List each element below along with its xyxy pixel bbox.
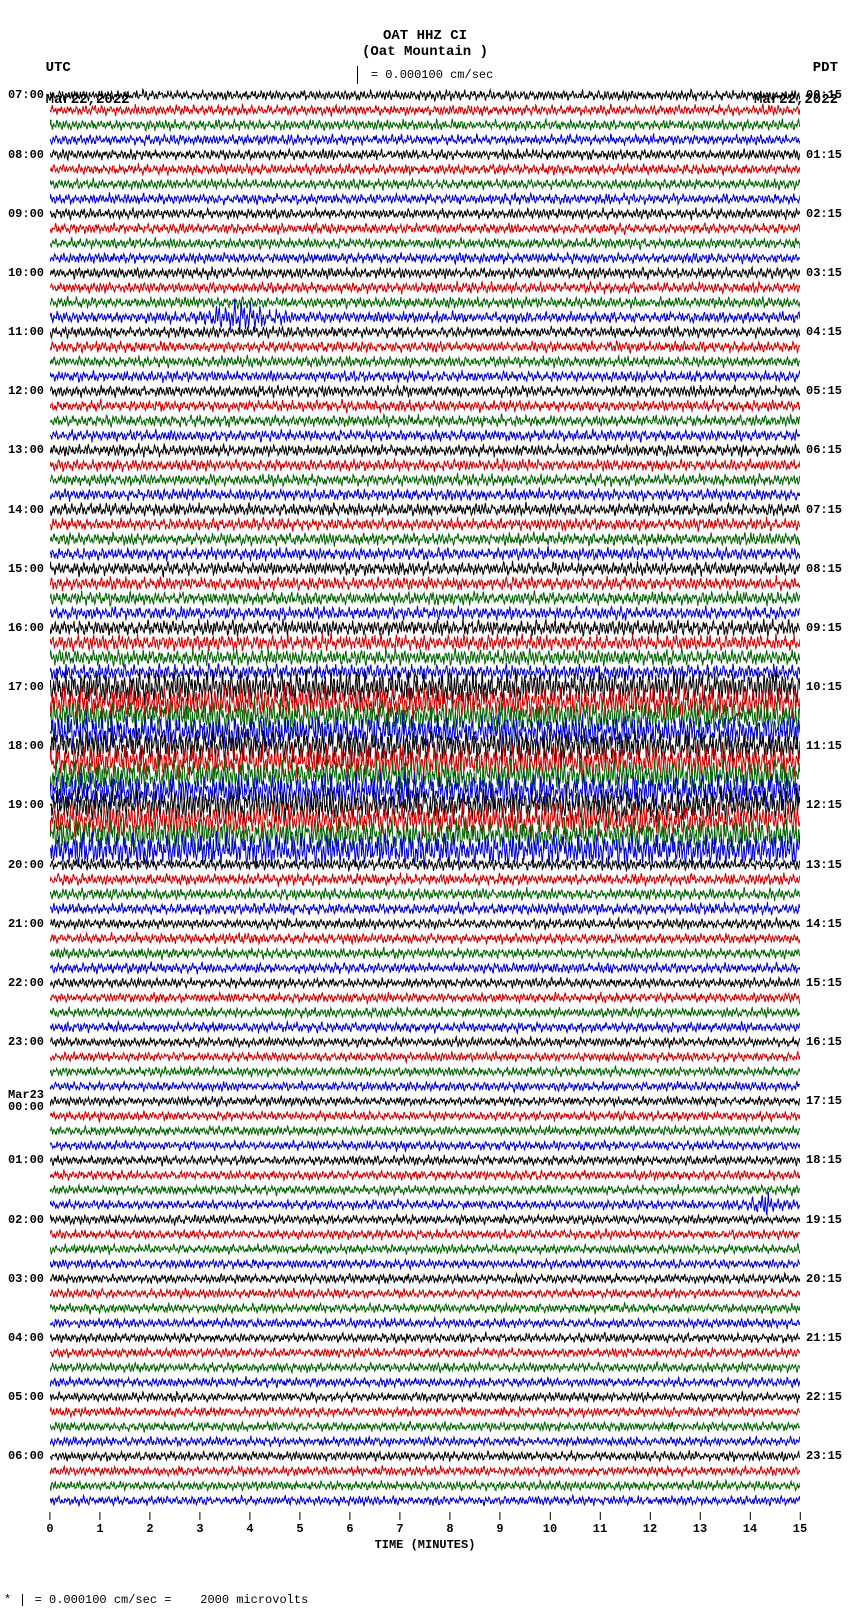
right-time-label: 15:15	[802, 977, 850, 989]
right-time-label: 16:15	[802, 1036, 850, 1048]
x-tick: 10	[543, 1512, 557, 1536]
right-time-label: 22:15	[802, 1391, 850, 1403]
footer-eq: =	[35, 1593, 42, 1607]
x-tick: 8	[446, 1512, 453, 1536]
left-time-label: 05:00	[0, 1391, 48, 1403]
helicorder-svg	[50, 88, 800, 1508]
footer-scale-bar-icon	[22, 1594, 23, 1606]
footer-scale: * = 0.000100 cm/sec = 2000 microvolts	[4, 1593, 308, 1607]
left-time-labels: 07:00 08:00 09:00 10:00 11:00 12:00 13:00 14:00…	[0, 88, 48, 1508]
x-tick: 15	[793, 1512, 807, 1536]
left-time-label: 19:00	[0, 799, 48, 811]
right-time-label: 01:15	[802, 149, 850, 161]
station-code: OAT HHZ CI	[0, 28, 850, 44]
right-time-labels: 00:15 01:15 02:15 03:15 04:15 05:15 06:15 07:15…	[802, 88, 850, 1508]
x-tick: 11	[593, 1512, 607, 1536]
left-time-label: 12:00	[0, 385, 48, 397]
right-time-label: 04:15	[802, 326, 850, 338]
left-time-label: 22:00	[0, 977, 48, 989]
right-time-label: 20:15	[802, 1273, 850, 1285]
left-time-label: 06:00	[0, 1450, 48, 1462]
right-time-label: 13:15	[802, 859, 850, 871]
left-time-label: 20:00	[0, 859, 48, 871]
left-time-label: 03:00	[0, 1273, 48, 1285]
scale-bar-icon	[357, 66, 358, 84]
x-tick: 7	[396, 1512, 403, 1536]
right-time-label: 19:15	[802, 1214, 850, 1226]
right-time-label: 23:15	[802, 1450, 850, 1462]
left-time-label: 08:00	[0, 149, 48, 161]
x-tick: 2	[146, 1512, 153, 1536]
footer-scale-value: 0.000100 cm/sec =	[49, 1593, 171, 1607]
x-tick: 9	[496, 1512, 503, 1536]
footer-microvolts: 2000 microvolts	[200, 1593, 308, 1607]
x-tick: 6	[346, 1512, 353, 1536]
left-time-label: 13:00	[0, 444, 48, 456]
right-time-label: 08:15	[802, 563, 850, 575]
left-time-label: 18:00	[0, 740, 48, 752]
x-tick: 4	[246, 1512, 253, 1536]
right-time-label: 09:15	[802, 622, 850, 634]
right-time-label: 14:15	[802, 918, 850, 930]
x-tick: 13	[693, 1512, 707, 1536]
right-time-label: 17:15	[802, 1095, 850, 1107]
scale-text: = 0.000100 cm/sec	[371, 68, 493, 82]
left-time-label: 02:00	[0, 1214, 48, 1226]
x-tick: 14	[743, 1512, 757, 1536]
right-time-label: 11:15	[802, 740, 850, 752]
right-time-label: 21:15	[802, 1332, 850, 1344]
x-tick: 5	[296, 1512, 303, 1536]
x-axis: TIME (MINUTES) 0123456789101112131415	[50, 1512, 800, 1552]
x-tick: 0	[46, 1512, 53, 1536]
right-time-label: 10:15	[802, 681, 850, 693]
footer-asterisk: *	[4, 1593, 11, 1607]
right-time-label: 07:15	[802, 504, 850, 516]
left-time-label: 11:00	[0, 326, 48, 338]
left-time-label: 15:00	[0, 563, 48, 575]
left-time-label: 07:00	[0, 89, 48, 101]
right-time-label: 05:15	[802, 385, 850, 397]
local-label: PDT	[813, 60, 838, 76]
left-time-label: 10:00	[0, 267, 48, 279]
left-time-label: 04:00	[0, 1332, 48, 1344]
left-time-label: 01:00	[0, 1154, 48, 1166]
left-time-label: 14:00	[0, 504, 48, 516]
left-time-label: 09:00	[0, 208, 48, 220]
right-time-label: 03:15	[802, 267, 850, 279]
utc-label: UTC	[46, 60, 71, 76]
x-axis-title: TIME (MINUTES)	[50, 1538, 800, 1552]
right-time-label: 18:15	[802, 1154, 850, 1166]
x-tick: 3	[196, 1512, 203, 1536]
right-time-label: 06:15	[802, 444, 850, 456]
helicorder-plot	[50, 88, 800, 1508]
right-time-label: 00:15	[802, 89, 850, 101]
left-time-label: 17:00	[0, 681, 48, 693]
right-time-label: 12:15	[802, 799, 850, 811]
left-time-label: 16:00	[0, 622, 48, 634]
x-tick: 12	[643, 1512, 657, 1536]
left-time-label: 21:00	[0, 918, 48, 930]
left-time-label: Mar23 00:00	[0, 1089, 48, 1113]
left-time-label: 23:00	[0, 1036, 48, 1048]
right-time-label: 02:15	[802, 208, 850, 220]
x-tick: 1	[96, 1512, 103, 1536]
